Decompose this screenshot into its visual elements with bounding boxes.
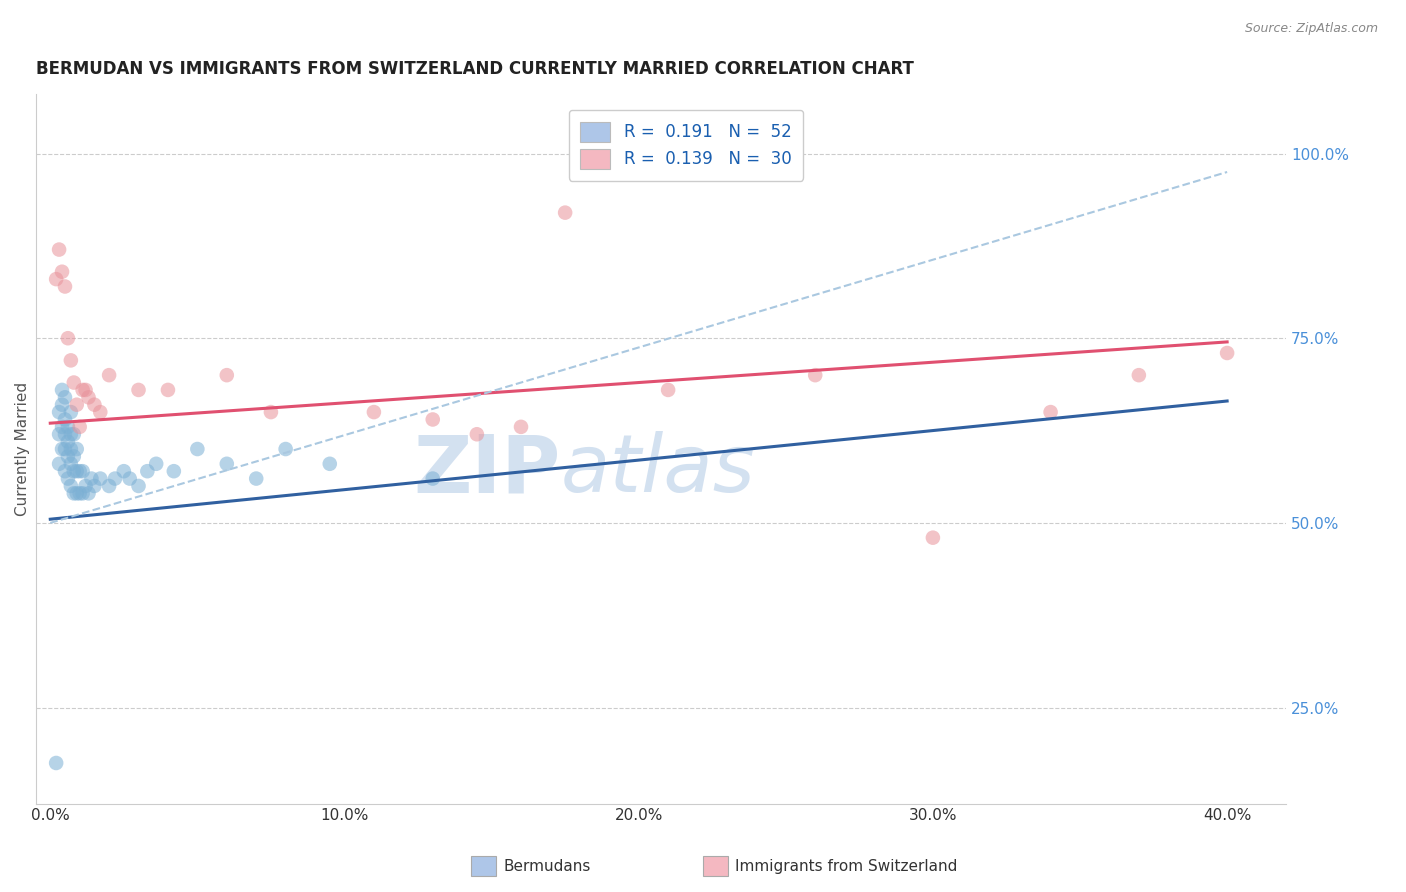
Point bbox=[51, 398, 73, 412]
Text: Source: ZipAtlas.com: Source: ZipAtlas.com bbox=[1244, 22, 1378, 36]
Point bbox=[128, 383, 150, 397]
Point bbox=[56, 434, 79, 449]
Point bbox=[62, 450, 84, 464]
Text: BERMUDAN VS IMMIGRANTS FROM SWITZERLAND CURRENTLY MARRIED CORRELATION CHART: BERMUDAN VS IMMIGRANTS FROM SWITZERLAND … bbox=[35, 60, 914, 78]
Point bbox=[56, 331, 79, 345]
Point bbox=[59, 353, 82, 368]
Point bbox=[51, 383, 73, 397]
Point bbox=[98, 368, 121, 383]
Point bbox=[48, 427, 70, 442]
Point bbox=[83, 398, 105, 412]
Point bbox=[186, 442, 208, 456]
Point bbox=[163, 464, 186, 478]
Point bbox=[72, 486, 94, 500]
Point bbox=[1128, 368, 1150, 383]
Point bbox=[59, 405, 82, 419]
Point bbox=[59, 479, 82, 493]
Point bbox=[53, 442, 76, 456]
Point bbox=[465, 427, 488, 442]
Point bbox=[62, 464, 84, 478]
Point bbox=[422, 412, 444, 426]
Point bbox=[72, 464, 94, 478]
Point bbox=[56, 420, 79, 434]
Point bbox=[53, 279, 76, 293]
Y-axis label: Currently Married: Currently Married bbox=[15, 382, 30, 516]
Point bbox=[51, 420, 73, 434]
Text: Immigrants from Switzerland: Immigrants from Switzerland bbox=[735, 859, 957, 873]
Point bbox=[48, 457, 70, 471]
Point bbox=[51, 442, 73, 456]
Point bbox=[260, 405, 283, 419]
Point bbox=[136, 464, 159, 478]
Point bbox=[51, 265, 73, 279]
Point bbox=[422, 472, 444, 486]
Point bbox=[804, 368, 827, 383]
Point bbox=[69, 486, 91, 500]
Point bbox=[77, 390, 100, 404]
Point bbox=[59, 442, 82, 456]
Point bbox=[48, 405, 70, 419]
Point bbox=[75, 383, 97, 397]
Point bbox=[48, 243, 70, 257]
Point bbox=[53, 412, 76, 426]
Point bbox=[62, 427, 84, 442]
Point bbox=[45, 272, 67, 286]
Point bbox=[1216, 346, 1239, 360]
Point bbox=[66, 464, 89, 478]
Point bbox=[77, 486, 100, 500]
Point bbox=[128, 479, 150, 493]
Point bbox=[145, 457, 167, 471]
Point bbox=[554, 205, 576, 219]
Point bbox=[53, 464, 76, 478]
Text: ZIP: ZIP bbox=[413, 432, 561, 509]
Point bbox=[53, 427, 76, 442]
Point bbox=[80, 472, 103, 486]
Point bbox=[112, 464, 135, 478]
Text: Bermudans: Bermudans bbox=[503, 859, 591, 873]
Point bbox=[56, 472, 79, 486]
Point bbox=[45, 756, 67, 770]
Point bbox=[66, 486, 89, 500]
Point bbox=[922, 531, 945, 545]
Point bbox=[69, 420, 91, 434]
Point bbox=[59, 427, 82, 442]
Point bbox=[657, 383, 679, 397]
Point bbox=[215, 457, 238, 471]
Point bbox=[118, 472, 141, 486]
Point bbox=[56, 450, 79, 464]
Point bbox=[319, 457, 342, 471]
Point bbox=[274, 442, 297, 456]
Point bbox=[69, 464, 91, 478]
Point bbox=[98, 479, 121, 493]
Point bbox=[245, 472, 267, 486]
Text: atlas: atlas bbox=[561, 432, 755, 509]
Point bbox=[104, 472, 127, 486]
Point bbox=[89, 472, 111, 486]
Point bbox=[75, 479, 97, 493]
Point bbox=[53, 390, 76, 404]
Point bbox=[1039, 405, 1062, 419]
Point bbox=[72, 383, 94, 397]
Point bbox=[215, 368, 238, 383]
Point bbox=[66, 398, 89, 412]
Point bbox=[66, 442, 89, 456]
Point bbox=[510, 420, 533, 434]
Point bbox=[59, 457, 82, 471]
Point bbox=[62, 486, 84, 500]
Point bbox=[83, 479, 105, 493]
Point bbox=[62, 376, 84, 390]
Legend: R =  0.191   N =  52, R =  0.139   N =  30: R = 0.191 N = 52, R = 0.139 N = 30 bbox=[568, 110, 803, 180]
Point bbox=[156, 383, 179, 397]
Point bbox=[363, 405, 385, 419]
Point bbox=[89, 405, 111, 419]
